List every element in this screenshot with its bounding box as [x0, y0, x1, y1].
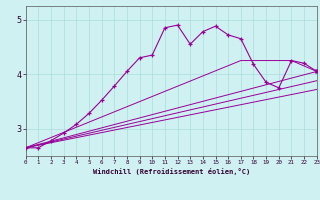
X-axis label: Windchill (Refroidissement éolien,°C): Windchill (Refroidissement éolien,°C)	[92, 168, 250, 175]
